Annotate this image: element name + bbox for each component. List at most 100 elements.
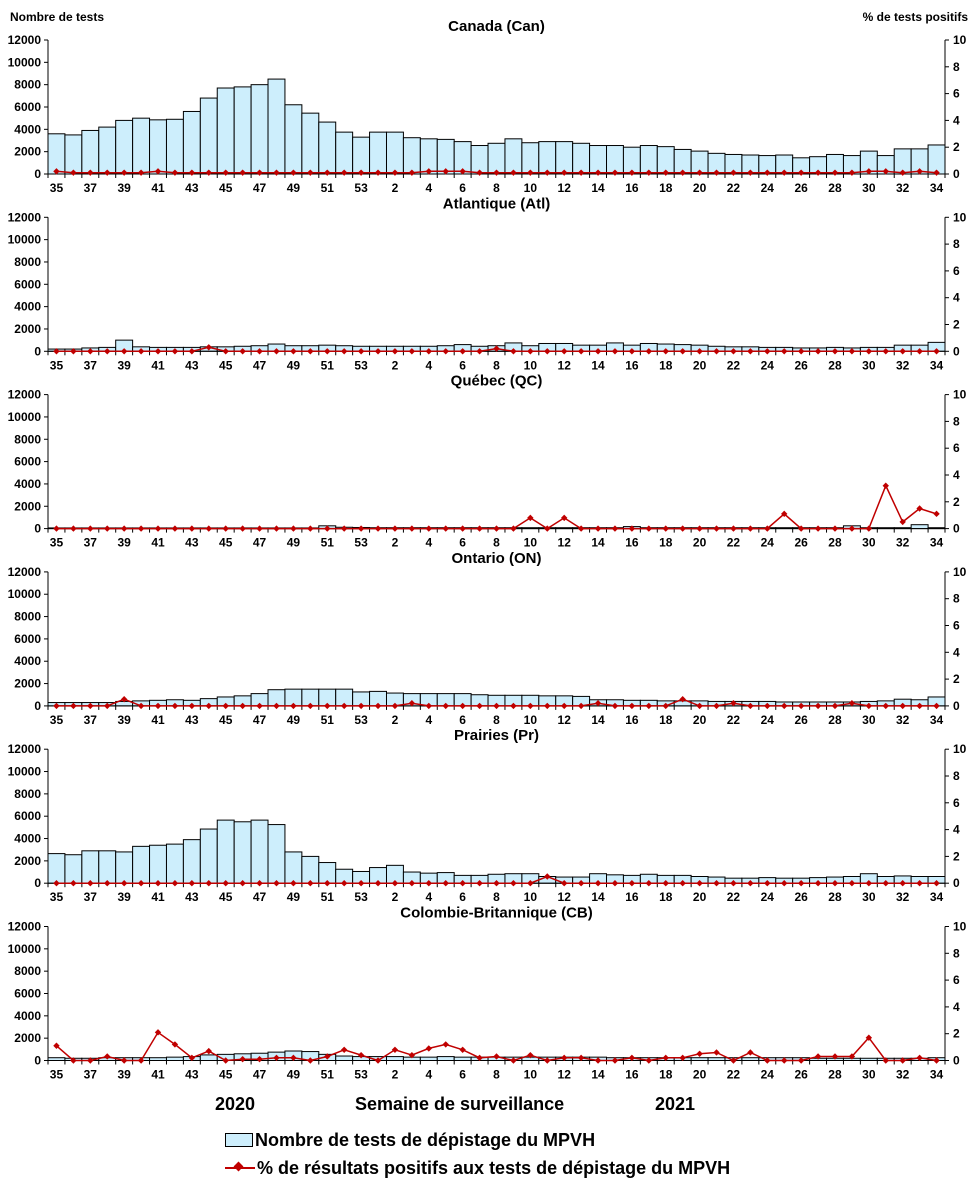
x-tick-label: 37 <box>84 713 98 727</box>
x-tick-label: 49 <box>287 536 301 550</box>
x-tick-label: 18 <box>659 890 673 904</box>
positivity-point <box>137 525 145 532</box>
positivity-point <box>476 702 483 710</box>
positivity-point <box>459 525 466 532</box>
positivity-point <box>628 702 636 710</box>
positivity-point <box>645 702 653 710</box>
positivity-point <box>391 169 399 176</box>
positivity-point <box>87 702 94 710</box>
positivity-point <box>104 348 111 355</box>
positivity-point <box>239 1055 246 1063</box>
right-tick-label: 0 <box>953 699 960 713</box>
bar <box>250 84 269 175</box>
positivity-point <box>188 702 196 710</box>
positivity-point <box>577 525 585 532</box>
bar <box>199 828 218 884</box>
positivity-point <box>679 696 686 703</box>
x-tick-label: 37 <box>84 536 98 550</box>
x-tick-label: 20 <box>693 713 707 727</box>
panel-1: Atlantique (Atl) 0 2000 4000 6000 8000 10000 12… <box>8 195 967 372</box>
x-tick-label: 35 <box>50 358 64 372</box>
positivity-point <box>357 348 365 355</box>
positivity-point <box>916 505 923 512</box>
x-tick-label: 12 <box>558 358 572 372</box>
x-tick-label: 53 <box>354 890 368 904</box>
right-tick-label: 4 <box>953 823 960 837</box>
bar <box>538 141 557 175</box>
positivity-point <box>425 1045 433 1052</box>
x-tick-label: 14 <box>591 358 605 372</box>
positivity-point <box>70 702 77 710</box>
positivity-point <box>120 1057 128 1064</box>
x-tick-label: 53 <box>354 1068 368 1082</box>
positivity-point <box>290 702 297 710</box>
x-tick-label: 43 <box>185 1068 199 1082</box>
positivity-point <box>899 169 906 176</box>
positivity-point <box>730 880 737 887</box>
positivity-point <box>611 1057 619 1064</box>
x-tick-label: 51 <box>321 890 335 904</box>
left-tick-label: 2000 <box>14 145 41 159</box>
positivity-point <box>544 348 551 355</box>
positivity-point <box>696 1050 703 1057</box>
positivity-point <box>628 169 636 176</box>
right-tick-label: 6 <box>953 619 960 633</box>
positivity-point <box>577 1054 585 1062</box>
positivity-point <box>814 525 822 532</box>
x-tick-label: 47 <box>253 181 267 195</box>
bar <box>250 819 269 884</box>
panel-2: Québec (QC) 0 2000 4000 6000 8000 10000 12000 0 2… <box>8 373 967 550</box>
positivity-point <box>730 700 737 707</box>
x-tick-label: 6 <box>459 181 466 195</box>
left-tick-label: 8000 <box>14 787 41 801</box>
bar <box>64 854 83 884</box>
positivity-point <box>544 873 551 880</box>
right-tick-label: 6 <box>953 973 960 987</box>
panel-4: Prairies (Pr) 0 2000 4000 6000 8000 10000 12000… <box>8 727 967 904</box>
positivity-point <box>544 169 551 176</box>
panel-title: Ontario (ON) <box>452 550 542 567</box>
x-tick-label: 47 <box>253 713 267 727</box>
x-tick-label: 10 <box>524 181 538 195</box>
right-tick-label: 2 <box>953 495 960 509</box>
positivity-point <box>205 525 212 532</box>
positivity-point <box>814 348 822 355</box>
positivity-point <box>239 348 246 355</box>
positivity-point <box>493 169 500 176</box>
legend-bar-label: Nombre de tests de dépistage du MPVH <box>255 1129 596 1150</box>
bar <box>267 78 286 175</box>
positivity-point <box>137 702 145 710</box>
positivity-point <box>645 1057 653 1064</box>
x-tick-label: 26 <box>794 890 808 904</box>
x-tick-label: 45 <box>219 1068 233 1082</box>
positivity-point <box>188 169 196 176</box>
positivity-point <box>408 880 416 887</box>
x-tick-label: 51 <box>321 536 335 550</box>
positivity-point <box>797 348 805 355</box>
bar <box>284 104 303 175</box>
positivity-point <box>205 169 212 176</box>
positivity-point <box>865 702 873 710</box>
positivity-point <box>764 169 771 176</box>
positivity-point <box>188 880 196 887</box>
bar <box>64 134 83 175</box>
positivity-point <box>730 525 737 532</box>
positivity-point <box>781 1057 788 1064</box>
positivity-point <box>307 702 314 710</box>
positivity-point <box>831 880 839 887</box>
x-tick-label: 53 <box>354 713 368 727</box>
positivity-point <box>256 169 263 176</box>
positivity-point <box>154 880 162 887</box>
positivity-point <box>53 348 60 355</box>
right-tick-label: 2 <box>953 672 960 686</box>
positivity-point <box>560 880 568 887</box>
positivity-point <box>273 525 280 532</box>
x-tick-label: 51 <box>321 1068 335 1082</box>
right-tick-label: 0 <box>953 344 960 358</box>
positivity-point <box>154 1029 162 1036</box>
x-tick-label: 45 <box>219 890 233 904</box>
bar <box>910 524 929 530</box>
positivity-point <box>459 168 466 175</box>
positivity-point <box>916 1054 923 1062</box>
x-tick-label: 37 <box>84 890 98 904</box>
